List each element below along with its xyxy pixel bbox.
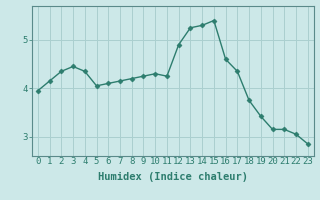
- X-axis label: Humidex (Indice chaleur): Humidex (Indice chaleur): [98, 172, 248, 182]
